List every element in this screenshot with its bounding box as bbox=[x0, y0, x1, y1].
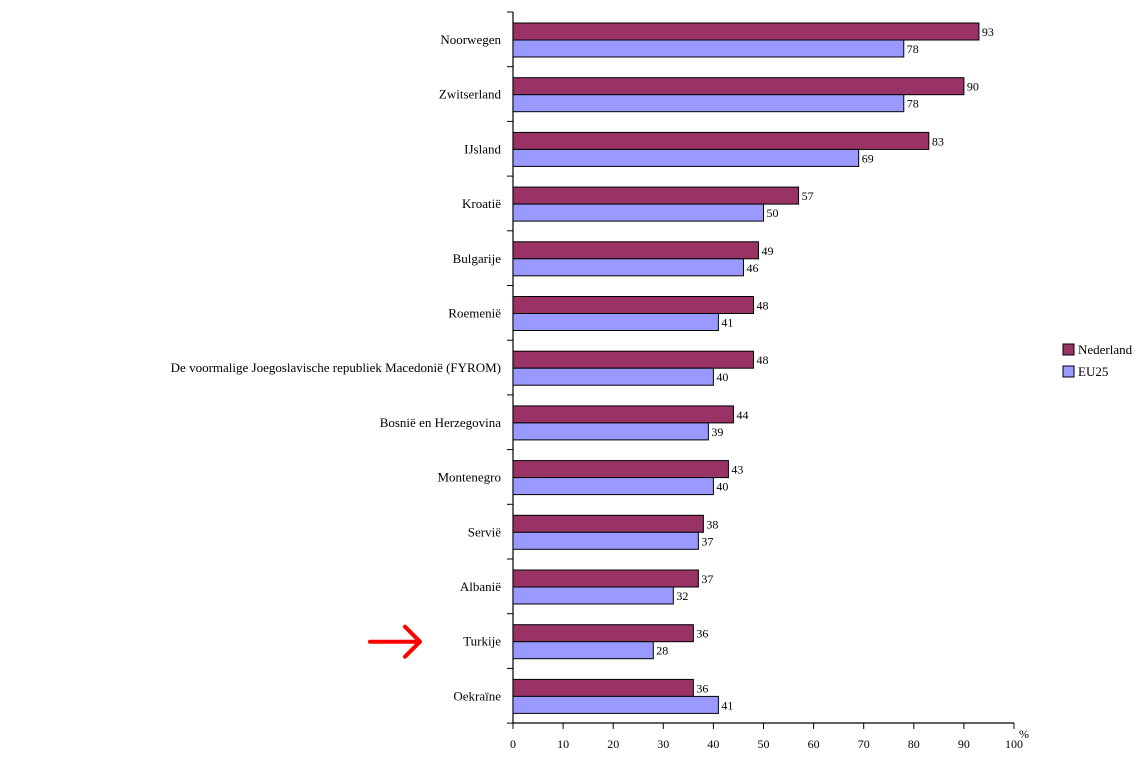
bar-eu25 bbox=[512, 477, 714, 496]
category-label: De voormalige Joegoslavische republiek M… bbox=[171, 360, 501, 375]
bar-nederland bbox=[512, 241, 759, 260]
data-label: 78 bbox=[907, 42, 919, 56]
x-tick-label: 90 bbox=[958, 737, 970, 751]
data-label: 83 bbox=[932, 134, 944, 148]
data-label: 43 bbox=[731, 463, 743, 477]
x-tick-label: 80 bbox=[908, 737, 920, 751]
bar-eu25 bbox=[512, 422, 709, 441]
data-label: 41 bbox=[721, 698, 733, 712]
data-label: 48 bbox=[756, 299, 768, 313]
bar-eu25 bbox=[512, 586, 674, 605]
category-label: Kroatië bbox=[462, 196, 501, 211]
x-tick-label: 70 bbox=[858, 737, 870, 751]
data-label: 50 bbox=[767, 206, 779, 220]
data-label: 40 bbox=[716, 480, 728, 494]
bar-eu25 bbox=[512, 641, 654, 660]
data-label: 48 bbox=[756, 353, 768, 367]
category-label: Bosnië en Herzegovina bbox=[380, 415, 502, 430]
bar-nederland bbox=[512, 405, 734, 424]
data-label: 28 bbox=[656, 644, 668, 658]
bar-nederland bbox=[512, 514, 704, 533]
category-label: Bulgarije bbox=[453, 251, 502, 266]
legend-swatch bbox=[1062, 365, 1075, 378]
data-label: 37 bbox=[701, 572, 713, 586]
x-tick-label: 40 bbox=[707, 737, 719, 751]
bar-nederland bbox=[512, 296, 754, 314]
bar-eu25 bbox=[512, 203, 764, 222]
data-label: 32 bbox=[676, 589, 688, 603]
category-label: Roemenië bbox=[448, 306, 501, 321]
x-tick-label: 100 bbox=[1005, 737, 1023, 751]
data-label: 44 bbox=[736, 408, 748, 422]
data-label: 36 bbox=[696, 681, 708, 695]
category-label: IJsland bbox=[464, 141, 501, 156]
x-tick-label: 0 bbox=[510, 737, 516, 751]
bar-eu25 bbox=[512, 367, 714, 386]
legend-label: EU25 bbox=[1078, 364, 1108, 379]
bar-eu25 bbox=[512, 313, 719, 331]
x-tick-label: 20 bbox=[607, 737, 619, 751]
bar-eu25 bbox=[512, 695, 719, 714]
data-label: 39 bbox=[711, 425, 723, 439]
bar-nederland bbox=[512, 131, 930, 150]
bar-eu25 bbox=[512, 148, 860, 167]
bar-nederland bbox=[512, 624, 694, 643]
x-tick-label: 50 bbox=[758, 737, 770, 751]
legend-swatch bbox=[1062, 343, 1075, 356]
legend: Nederland EU25 bbox=[1062, 342, 1133, 379]
bar-nederland bbox=[512, 77, 965, 96]
category-label: Servië bbox=[468, 524, 501, 539]
data-label: 57 bbox=[802, 189, 814, 203]
data-label: 37 bbox=[701, 534, 713, 548]
category-label: Oekraïne bbox=[453, 688, 501, 703]
highlight-arrow-icon bbox=[368, 624, 422, 659]
bar-nederland bbox=[512, 350, 754, 369]
bar-nederland bbox=[512, 186, 800, 205]
data-label: 46 bbox=[746, 261, 758, 275]
x-axis-label: % bbox=[1019, 727, 1029, 741]
category-label: Noorwegen bbox=[440, 32, 501, 47]
data-label: 40 bbox=[716, 370, 728, 384]
bar-nederland bbox=[512, 460, 729, 479]
category-label: Albanië bbox=[460, 579, 501, 594]
category-label: Turkije bbox=[463, 634, 501, 649]
category-label: Zwitserland bbox=[439, 87, 502, 102]
data-label: 49 bbox=[761, 244, 773, 258]
data-label: 38 bbox=[706, 517, 718, 531]
bar-eu25 bbox=[512, 39, 905, 58]
data-label: 41 bbox=[721, 316, 733, 330]
data-label: 78 bbox=[907, 97, 919, 111]
bar-eu25 bbox=[512, 531, 699, 550]
category-label: Montenegro bbox=[437, 470, 501, 485]
legend-label: Nederland bbox=[1078, 342, 1133, 357]
data-label: 93 bbox=[982, 25, 994, 39]
bar-eu25 bbox=[512, 258, 744, 277]
plot-area: 0 10 20 30 40 50 60 70 80 90 100% Noorwegen 93 78 Zwit… bbox=[171, 11, 1029, 751]
bar-nederland bbox=[512, 22, 980, 41]
bar-nederland bbox=[512, 678, 694, 697]
bar-nederland bbox=[512, 569, 699, 588]
bar-eu25 bbox=[512, 94, 905, 113]
x-tick-label: 10 bbox=[557, 737, 569, 751]
data-label: 69 bbox=[862, 151, 874, 165]
x-tick-label: 30 bbox=[657, 737, 669, 751]
data-label: 36 bbox=[696, 627, 708, 641]
x-tick-label: 60 bbox=[808, 737, 820, 751]
data-label: 90 bbox=[967, 80, 979, 94]
